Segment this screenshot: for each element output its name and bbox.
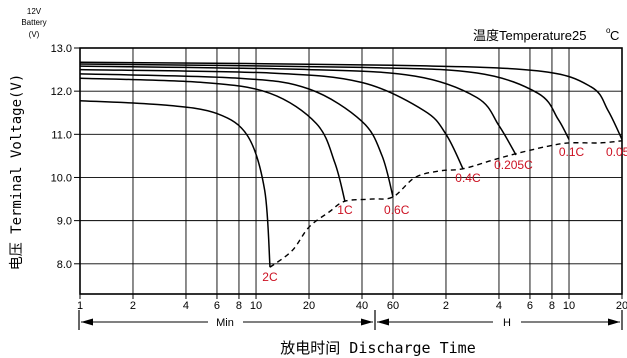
x-tick-label: 40	[356, 300, 368, 312]
curve-0-4Cc	[79, 68, 464, 170]
unit-label: (V)	[29, 30, 40, 39]
min-arrow-left	[81, 318, 93, 326]
y-axis-title: 电压 Terminal Voltage(V)	[9, 74, 25, 271]
x-tick-label: 6	[214, 300, 220, 312]
y-tick-label: 13.0	[51, 43, 72, 55]
battery-label: 12V Battery (V)	[21, 7, 46, 39]
curve-0-1Cc	[79, 63, 570, 140]
y-tick-label: 9.0	[57, 216, 72, 228]
x-tick-label: 10	[250, 300, 262, 312]
curve-label: 1C	[337, 203, 353, 217]
grid	[74, 47, 623, 299]
x-axis-title: 放电时间 Discharge Time	[280, 339, 475, 357]
cutoff-voltage-line	[269, 140, 623, 268]
min-range-label: Min	[216, 317, 234, 329]
y-tick-label: 11.0	[51, 129, 72, 141]
x-tick-label: 60	[387, 300, 399, 312]
x-tick-label: 2	[443, 300, 449, 312]
x-tick-label: 4	[496, 300, 502, 312]
curve-0-6Cc	[79, 73, 394, 198]
x-tick-label: 20	[616, 300, 627, 312]
plot-frame	[79, 47, 623, 295]
temperature-label: 温度Temperature25 o C	[473, 26, 619, 43]
temperature-text: 温度Temperature25	[473, 28, 586, 43]
curve-labels: 2C 1C 0.6C 0.4C 0.205C 0.1C 0.05C	[262, 145, 627, 284]
h-range-label: H	[503, 317, 511, 329]
curve-label: 0.205C	[494, 158, 533, 172]
x-tick-label: 8	[236, 300, 242, 312]
curve-1Cc	[79, 77, 346, 202]
h-arrow-right	[608, 318, 620, 326]
battery-label-line2: Battery	[21, 18, 46, 27]
x-tick-label: 1	[77, 300, 83, 312]
temperature-unit: C	[610, 28, 619, 43]
curve-label: 0.6C	[384, 203, 410, 217]
curve-label: 0.4C	[455, 171, 481, 185]
y-tick-label: 12.0	[51, 86, 72, 98]
x-tick-label: 10	[563, 300, 575, 312]
temperature-degree: o	[606, 26, 611, 35]
time-range-bar: Min H	[78, 310, 623, 330]
min-arrow-right	[361, 318, 373, 326]
y-tick-label: 8.0	[57, 259, 72, 271]
series-curves	[79, 61, 623, 268]
x-tick-label: 8	[549, 300, 555, 312]
curve-label: 2C	[262, 270, 278, 284]
y-tick-label: 10.0	[51, 172, 72, 184]
x-tick-label: 4	[183, 300, 189, 312]
x-tick-label: 2	[130, 300, 136, 312]
curve-0-205Cc	[79, 65, 517, 156]
curve-label: 0.1C	[559, 145, 585, 159]
h-arrow-left	[377, 318, 389, 326]
x-tick-labels: 1 2 4 6 8 10 20 40 60 2 4 6 8 10 20	[77, 300, 627, 312]
x-tick-label: 20	[303, 300, 315, 312]
curve-0-05Cc	[79, 61, 623, 140]
y-tick-labels: 13.0 12.0 11.0 10.0 9.0 8.0	[51, 43, 72, 271]
curve-2Cc	[79, 99, 271, 268]
x-tick-label: 6	[527, 300, 533, 312]
curve-label: 0.05C	[606, 145, 627, 159]
battery-label-line1: 12V	[27, 7, 42, 16]
